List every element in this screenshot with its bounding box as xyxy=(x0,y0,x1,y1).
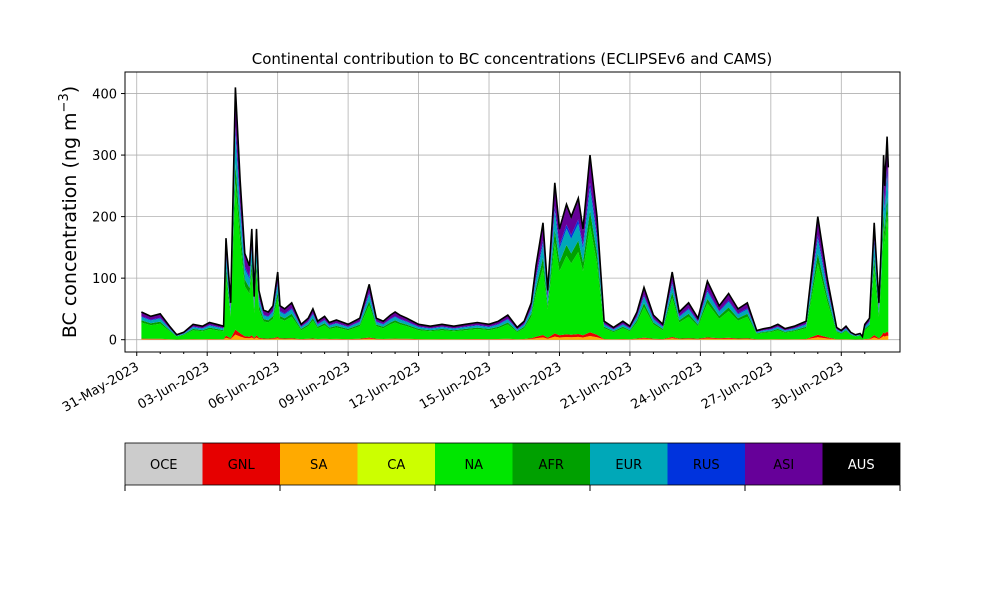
legend-label-na: NA xyxy=(464,458,483,473)
legend-swatch-aus xyxy=(822,443,900,485)
area-sa xyxy=(141,334,889,340)
legend-label-oce: OCE xyxy=(150,458,178,473)
legend-label-eur: EUR xyxy=(615,458,642,473)
axes: 0 100 200 300 400 31-May-202303-Jun-202306-Ju… xyxy=(60,71,901,416)
legend-label-asi: ASI xyxy=(773,458,794,473)
x-tick-label: 31-May-2023 xyxy=(60,360,142,416)
x-tick-label: 06-Jun-2023 xyxy=(206,360,283,413)
chart-title: Continental contribution to BC concentra… xyxy=(252,50,773,68)
x-tick-label: 30-Jun-2023 xyxy=(769,360,846,413)
x-tick-label: 03-Jun-2023 xyxy=(135,360,212,413)
area-na xyxy=(141,183,889,340)
legend-swatch-ca xyxy=(357,443,435,485)
x-tick-label: 18-Jun-2023 xyxy=(488,360,565,413)
legend-label-sa: SA xyxy=(310,458,327,473)
y-axis-label-text: BC concentration (ng m xyxy=(59,112,81,338)
x-tick-label: 27-Jun-2023 xyxy=(699,360,776,413)
legend-colorbar: OCE GNL SA CA NA AFR EUR RUS ASI AUS xyxy=(124,442,901,491)
legend-swatch-gnl xyxy=(202,443,280,485)
legend-label-ca: CA xyxy=(387,458,405,473)
x-tick-label: 12-Jun-2023 xyxy=(347,360,424,413)
total-line xyxy=(141,87,890,339)
y-tick-label: 200 xyxy=(92,211,117,226)
legend-label-gnl: GNL xyxy=(228,458,256,473)
legend-swatch-na xyxy=(435,443,513,485)
y-axis-label: BC concentration (ng m−3) xyxy=(57,86,81,338)
legend-label-aus: AUS xyxy=(848,458,875,473)
legend-label-rus: RUS xyxy=(693,458,720,473)
y-tick-label: 400 xyxy=(92,88,117,103)
legend-swatch-eur xyxy=(590,443,668,485)
legend-label-afr: AFR xyxy=(539,458,564,473)
y-tick-label: 300 xyxy=(92,149,117,164)
x-tick-label: 24-Jun-2023 xyxy=(629,360,706,413)
legend-swatch-afr xyxy=(512,443,590,485)
x-tick-label: 09-Jun-2023 xyxy=(276,360,353,413)
legend-frame xyxy=(124,442,901,486)
y-tick-label: 0 xyxy=(109,334,117,349)
y-tick-label: 100 xyxy=(92,272,117,287)
x-tick-label: 21-Jun-2023 xyxy=(558,360,635,413)
legend-swatch-rus xyxy=(667,443,745,485)
legend-swatch-asi xyxy=(745,443,823,485)
y-axis-label-close: ) xyxy=(59,86,81,93)
x-tick-label: 15-Jun-2023 xyxy=(417,360,494,413)
y-axis-label-exponent: −3 xyxy=(57,93,72,112)
stacked-areas xyxy=(141,87,890,340)
legend-swatch-oce xyxy=(125,443,203,485)
legend-swatch-sa xyxy=(280,443,358,485)
